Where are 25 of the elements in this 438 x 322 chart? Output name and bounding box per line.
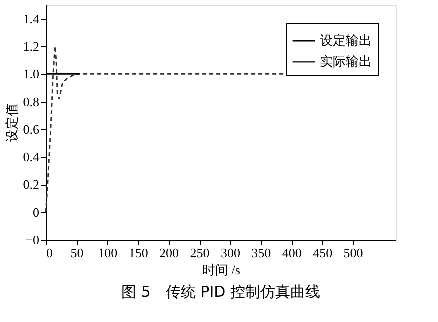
legend-label: 实际输出 (320, 54, 372, 69)
x-tick-label: 300 (220, 246, 240, 260)
y-tick-label: 0.6 (23, 122, 40, 137)
legend-label: 设定输出 (320, 33, 372, 48)
x-tick-label: 350 (252, 246, 272, 260)
x-tick-label: 50 (70, 246, 84, 260)
x-tick-label: 200 (160, 246, 180, 260)
x-tick-label: 100 (98, 246, 118, 260)
y-tick-label: 0.8 (23, 94, 40, 110)
x-tick-label: 250 (190, 246, 210, 260)
x-tick-label: 500 (344, 246, 364, 260)
x-tick-label: 400 (282, 246, 302, 260)
y-tick-label: 1.0 (23, 66, 40, 82)
y-axis-title: 设定值 (4, 104, 20, 142)
x-tick-label: 150 (128, 246, 148, 260)
y-tick-label: 0 (33, 204, 40, 220)
text: 图 5 传统 PID 控制仿真曲线 (122, 283, 320, 301)
y-tick-label: 1.4 (23, 11, 40, 26)
y-tick-label: 0.4 (23, 150, 40, 165)
y-tick-label: 0.2 (23, 177, 40, 192)
x-axis-title: 时间 /s (202, 262, 240, 278)
x-tick-label: 450 (313, 246, 333, 260)
y-tick-label: −0 (26, 232, 40, 248)
y-tick-label: 1.2 (23, 38, 40, 54)
x-tick-label: 0 (46, 246, 53, 260)
